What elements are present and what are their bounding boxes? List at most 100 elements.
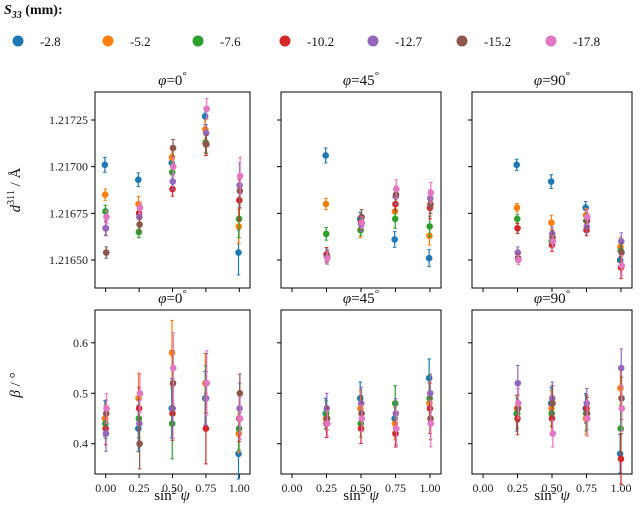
data-point bbox=[358, 219, 366, 226]
y-tick-label: 1.21650 bbox=[49, 253, 88, 267]
data-point bbox=[514, 224, 521, 232]
data-point bbox=[513, 204, 521, 212]
legend-label: -10.2 bbox=[307, 34, 334, 49]
x-tick-label: 1.00 bbox=[229, 481, 250, 495]
data-point bbox=[203, 140, 210, 148]
data-point bbox=[427, 420, 435, 427]
data-point bbox=[549, 400, 556, 407]
data-point bbox=[391, 215, 399, 223]
data-point bbox=[236, 415, 244, 422]
x-axis-label: sin2 ψ bbox=[154, 486, 190, 504]
data-point bbox=[324, 420, 331, 427]
x-tick-label: 0.50 bbox=[351, 481, 372, 495]
legend-marker bbox=[456, 35, 468, 47]
x-tick-label: 0.25 bbox=[507, 481, 528, 495]
data-point bbox=[136, 221, 143, 228]
data-point bbox=[103, 405, 110, 412]
data-point bbox=[169, 144, 177, 152]
data-point bbox=[618, 262, 626, 269]
data-point bbox=[617, 425, 624, 432]
x-tick-label: 1.00 bbox=[419, 481, 440, 495]
legend-entry: -12.7 bbox=[367, 34, 423, 49]
legend-title: S33 (mm): bbox=[4, 3, 63, 21]
y-tick-label: 0.6 bbox=[73, 336, 88, 350]
data-point bbox=[549, 430, 557, 437]
data-point bbox=[618, 249, 625, 256]
x-axis-label: sin2 ψ bbox=[343, 486, 379, 504]
data-point bbox=[617, 384, 624, 392]
data-point bbox=[322, 200, 330, 208]
panel-frame bbox=[471, 91, 633, 289]
data-point bbox=[547, 178, 555, 185]
data-point bbox=[322, 230, 330, 238]
data-point bbox=[324, 254, 331, 262]
panel-title: φ=90° bbox=[534, 288, 570, 307]
data-point bbox=[235, 450, 242, 458]
panel-frame bbox=[280, 91, 442, 289]
data-point bbox=[169, 178, 177, 185]
data-point bbox=[426, 389, 434, 397]
data-point bbox=[102, 249, 110, 256]
data-point bbox=[618, 405, 626, 412]
legend-entry: -2.8 bbox=[12, 34, 61, 49]
panel-r1-c1: φ=45° 0.00 0.25 0.50 0.75 1.00 bbox=[277, 288, 442, 495]
data-point bbox=[427, 189, 435, 197]
legend-entry: -17.8 bbox=[545, 34, 600, 49]
x-axis-label: sin2 ψ bbox=[534, 486, 570, 504]
panels: φ=0° 1.21650 1.21675 1.21700 1.21725 φ=45° φ=9… bbox=[49, 70, 633, 495]
legend-entry: -10.2 bbox=[279, 34, 334, 49]
data-point bbox=[617, 364, 625, 372]
y-axis-label-beta: β / ° bbox=[8, 372, 24, 398]
y-axis-labels: d311 / Å β / ° bbox=[6, 168, 24, 399]
data-point bbox=[170, 364, 177, 372]
x-tick-label: 0.00 bbox=[473, 481, 494, 495]
data-point bbox=[201, 112, 209, 120]
data-point bbox=[101, 191, 109, 198]
panel-title: φ=45° bbox=[343, 70, 379, 89]
y-axis-label-d311: d311 / Å bbox=[6, 168, 24, 213]
data-point bbox=[101, 161, 109, 169]
legend-label: -15.2 bbox=[484, 34, 511, 49]
data-point bbox=[584, 213, 591, 221]
legend: S33 (mm): -2.8 -5.2 -7.6 -10.2 -12.7 -15.2 -17… bbox=[4, 3, 600, 49]
data-point bbox=[513, 215, 521, 223]
x-tick-label: 0.50 bbox=[542, 481, 563, 495]
data-point bbox=[617, 455, 625, 463]
panel-title: φ=0° bbox=[158, 288, 187, 307]
x-tick-label: 1.00 bbox=[610, 481, 631, 495]
data-point bbox=[202, 425, 210, 432]
y-tick-label: 1.21700 bbox=[49, 160, 88, 174]
y-tick-label: 0.4 bbox=[73, 437, 88, 451]
data-point bbox=[548, 219, 555, 226]
x-tick-label: 0.25 bbox=[316, 481, 337, 495]
x-tick-label: 0.75 bbox=[195, 481, 216, 495]
data-point bbox=[427, 200, 434, 208]
legend-marker bbox=[192, 35, 204, 47]
data-point bbox=[515, 256, 522, 264]
data-point bbox=[236, 172, 244, 180]
legend-label: -17.8 bbox=[573, 34, 600, 49]
legend-entry: -5.2 bbox=[102, 34, 151, 49]
legend-marker bbox=[102, 35, 114, 47]
data-point bbox=[514, 379, 522, 387]
data-point bbox=[235, 249, 242, 256]
data-point bbox=[549, 238, 557, 245]
data-point bbox=[513, 161, 520, 169]
data-point bbox=[203, 379, 211, 387]
data-point bbox=[136, 440, 143, 448]
data-point bbox=[136, 204, 144, 212]
legend-label: -5.2 bbox=[130, 34, 151, 49]
data-point bbox=[358, 415, 366, 422]
data-point bbox=[102, 208, 109, 215]
x-tick-label: 0.75 bbox=[385, 481, 406, 495]
data-point bbox=[426, 223, 433, 230]
data-point bbox=[102, 430, 110, 437]
data-point bbox=[393, 425, 400, 432]
data-point bbox=[393, 185, 400, 193]
data-point bbox=[170, 163, 177, 170]
x-tick-label: 0.00 bbox=[282, 481, 303, 495]
legend-entries: -2.8 -5.2 -7.6 -10.2 -12.7 -15.2 -17.8 bbox=[12, 34, 600, 49]
data-point bbox=[425, 254, 433, 262]
x-axis-labels: sin2 ψ sin2 ψ sin2 ψ bbox=[154, 486, 570, 504]
